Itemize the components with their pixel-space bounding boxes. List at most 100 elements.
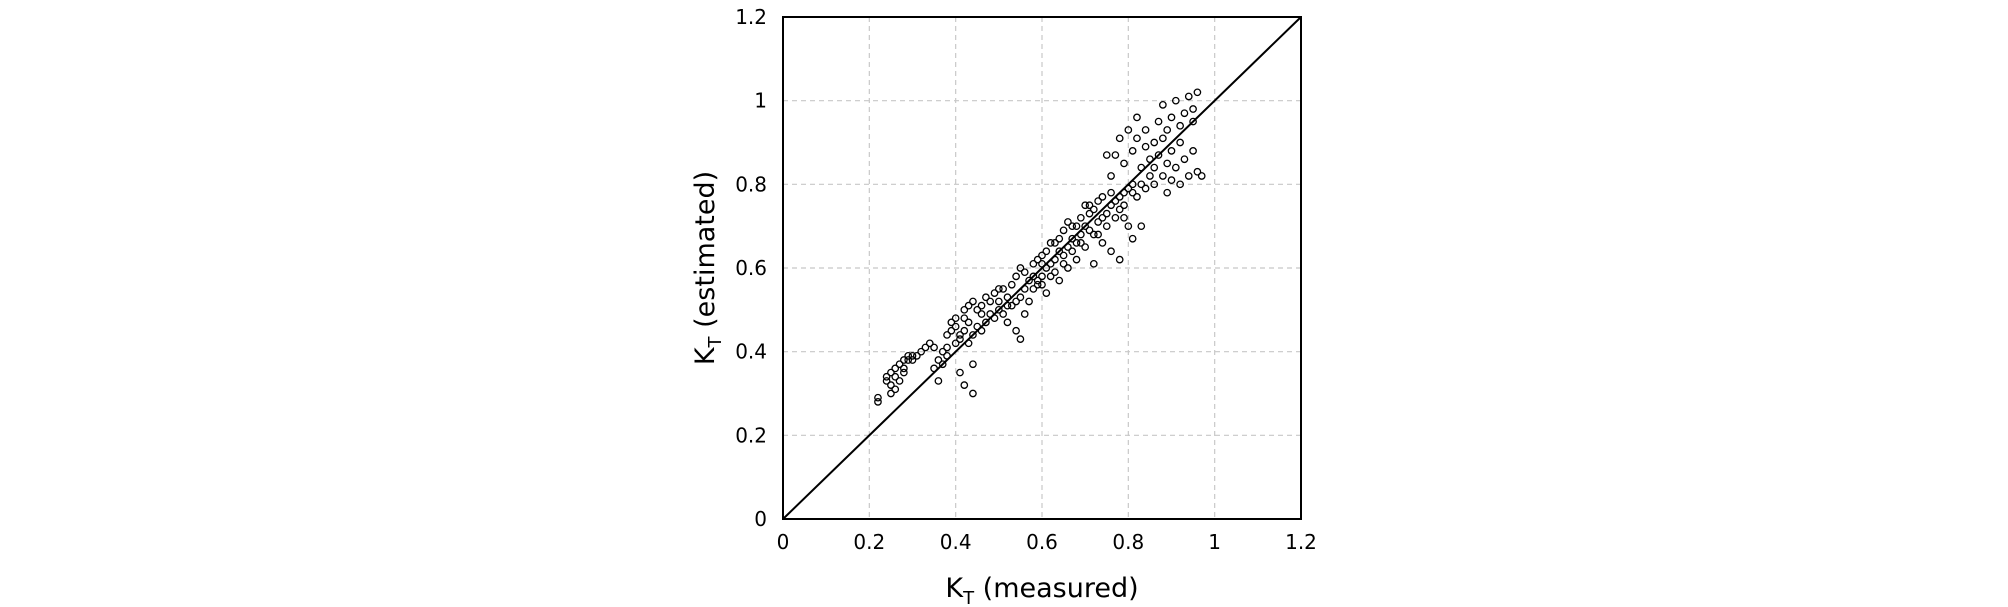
data-point	[1051, 255, 1059, 264]
data-point	[1003, 318, 1012, 327]
data-point	[1180, 155, 1189, 164]
data-point	[891, 364, 900, 373]
x-tick-label: 1	[1208, 530, 1221, 554]
data-point	[1124, 184, 1133, 193]
x-axis-title-subscript: T	[962, 588, 975, 607]
data-point	[1089, 205, 1098, 214]
x-axis-title-rest: (measured)	[974, 573, 1139, 604]
data-point	[1059, 251, 1068, 260]
data-point	[1038, 251, 1046, 260]
data-point	[1029, 272, 1038, 281]
data-point	[1111, 197, 1120, 205]
data-point	[1051, 239, 1059, 247]
x-tick-label: 0.2	[853, 530, 885, 554]
data-point	[1171, 163, 1180, 172]
data-point	[1085, 226, 1094, 235]
data-point	[964, 318, 973, 327]
data-point	[1038, 259, 1046, 268]
data-point	[1133, 193, 1141, 201]
data-point	[1159, 134, 1167, 143]
data-point	[990, 289, 999, 297]
data-point	[1115, 255, 1124, 264]
y-tick-label: 1	[754, 89, 767, 113]
y-tick-label: 1.2	[735, 5, 767, 29]
x-tick-label: 0.4	[940, 530, 972, 554]
data-point	[1007, 280, 1016, 289]
data-point	[1094, 218, 1102, 226]
data-point	[977, 310, 986, 318]
y-axis-title: KT (estimated)	[690, 171, 726, 365]
data-point	[1077, 239, 1085, 247]
data-point	[1154, 151, 1163, 159]
data-point	[1120, 213, 1128, 222]
data-point	[930, 343, 938, 352]
data-point	[969, 389, 977, 398]
data-point	[1016, 335, 1025, 343]
data-point	[973, 305, 982, 314]
data-point	[1094, 230, 1102, 239]
x-axis-title-main: K	[945, 573, 964, 604]
data-point	[1081, 222, 1090, 231]
y-tick-label: 0.4	[735, 340, 767, 364]
data-point	[1137, 222, 1146, 231]
data-point	[874, 398, 882, 406]
data-point	[1154, 117, 1163, 126]
data-point	[891, 372, 900, 381]
data-point	[947, 326, 956, 335]
y-tick-label: 0.6	[735, 256, 767, 280]
data-point	[951, 314, 960, 323]
data-point	[925, 339, 934, 348]
data-point	[1012, 297, 1020, 306]
data-point	[1102, 209, 1111, 218]
data-point	[960, 305, 969, 314]
data-point	[1046, 259, 1055, 268]
data-point	[1180, 109, 1189, 118]
x-tick-label: 0.6	[1026, 530, 1058, 554]
y-axis-tick-labels: 0 0.2 0.4 0.6 0.8 1 1.2	[735, 5, 767, 531]
data-point	[960, 326, 969, 335]
data-point	[1128, 147, 1137, 155]
data-point	[921, 343, 930, 352]
data-point	[951, 322, 960, 331]
data-point	[1020, 285, 1029, 293]
data-point	[1184, 172, 1193, 180]
data-point	[986, 297, 995, 306]
data-point	[1068, 222, 1077, 231]
data-point	[917, 347, 925, 356]
data-point	[1102, 151, 1111, 159]
data-point	[1107, 188, 1115, 197]
data-point	[1102, 222, 1111, 231]
y-tick-label: 0.2	[735, 423, 767, 447]
data-point	[1081, 201, 1090, 210]
data-point	[1064, 264, 1072, 272]
data-point	[1107, 201, 1115, 210]
data-point	[994, 297, 1003, 306]
data-point	[1059, 259, 1068, 268]
data-point	[912, 351, 921, 360]
x-axis-title: KT (measured)	[945, 573, 1138, 607]
data-point	[1042, 289, 1051, 297]
data-point	[1137, 163, 1146, 172]
data-point	[1146, 172, 1154, 180]
data-point	[1115, 205, 1124, 214]
data-point	[938, 360, 947, 369]
data-point	[960, 314, 969, 323]
data-point	[1128, 188, 1137, 197]
data-point	[1150, 180, 1159, 189]
data-point	[904, 351, 913, 360]
data-point	[874, 393, 882, 402]
data-point	[895, 377, 904, 385]
y-tick-label: 0	[754, 507, 767, 531]
data-point	[891, 385, 900, 394]
data-point	[1016, 264, 1025, 272]
y-tick-label: 0.8	[735, 172, 767, 196]
data-point	[986, 310, 995, 318]
data-point	[1163, 188, 1172, 197]
data-point	[1115, 134, 1124, 143]
data-point	[1115, 193, 1124, 201]
data-point	[1167, 147, 1176, 155]
data-point	[1055, 234, 1064, 243]
data-point	[1141, 126, 1150, 134]
plot-area-frame	[782, 16, 1302, 520]
